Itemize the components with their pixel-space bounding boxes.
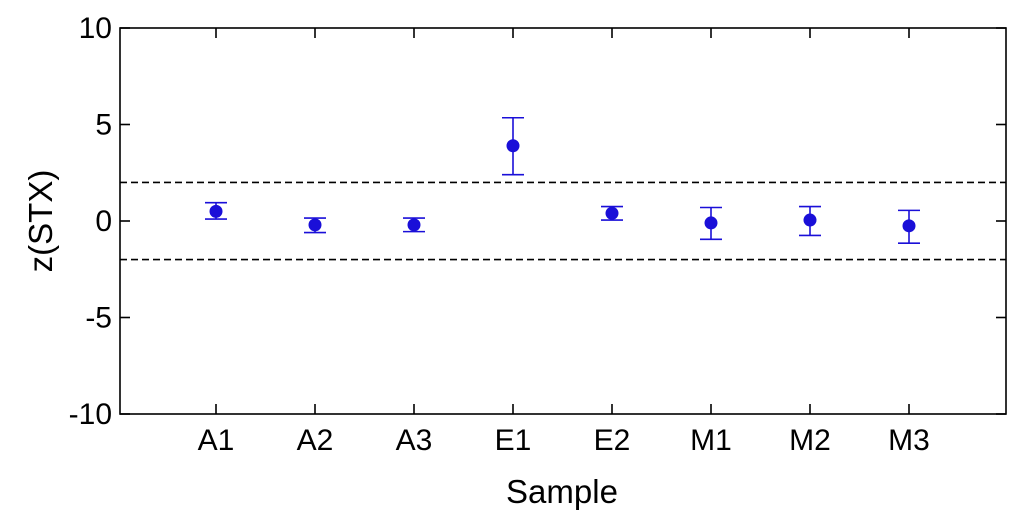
data-point [803,213,817,227]
x-tick-label: M3 [888,424,930,457]
x-tick-label: E1 [495,424,532,457]
y-tick-label: 0 [95,205,112,238]
data-point [308,218,322,232]
y-tick-label: -10 [69,398,112,431]
plot-area: 10 5 0 -5 -10 A1 A2 A3 E1 E2 M1 M2 M3 [69,12,1007,457]
x-tick-label: M1 [690,424,732,457]
data-point [902,219,916,233]
y-axis-label: z(STX) [22,170,59,273]
x-axis-label: Sample [506,473,618,510]
x-tick-label: A1 [198,424,235,457]
x-tick-label: M2 [789,424,831,457]
y-tick-label: 10 [79,12,112,45]
data-point [605,206,619,220]
y-tick-label: -5 [85,302,112,335]
data-point [704,216,718,230]
x-tick-label: A2 [297,424,334,457]
data-point [209,204,223,218]
data-point [506,139,520,153]
y-tick-label: 5 [95,109,112,142]
data-point [407,218,421,232]
plot-frame [119,27,1007,415]
x-tick-label: A3 [396,424,433,457]
x-tick-label: E2 [594,424,631,457]
